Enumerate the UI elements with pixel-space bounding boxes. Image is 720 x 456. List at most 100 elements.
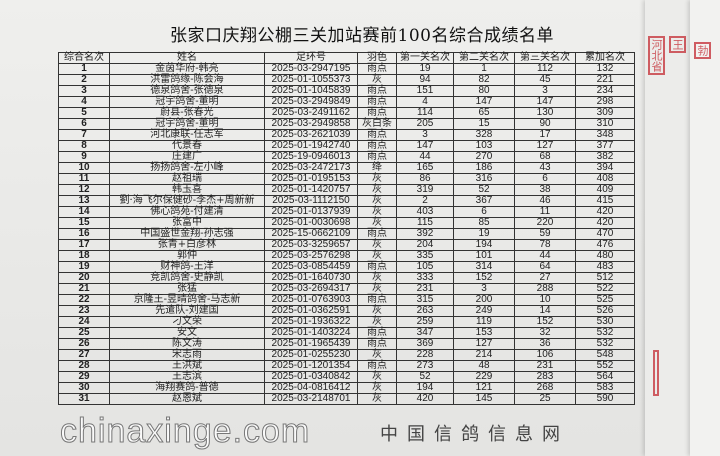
cell-rank: 28 — [58, 360, 110, 372]
cell-plumage: 灰 — [357, 382, 397, 394]
cell-stage2-rank: 85 — [453, 217, 515, 229]
cell-stage3-rank: 27 — [514, 272, 576, 284]
red-seal-stamp: 勃 — [694, 42, 711, 59]
cell-stage3-rank: 10 — [514, 294, 576, 306]
cell-total-rank: 532 — [575, 338, 635, 350]
cell-ring-number: 2025-01-1201354 — [264, 360, 358, 372]
cell-stage3-rank: 59 — [514, 228, 576, 240]
cell-rank: 20 — [58, 272, 110, 284]
cell-stage3-rank: 45 — [514, 74, 576, 86]
cell-plumage: 雨点 — [357, 129, 397, 141]
cell-stage3-rank: 147 — [514, 96, 576, 108]
cell-ring-number: 2025-01-1045839 — [264, 85, 358, 97]
cell-stage1-rank: 347 — [396, 327, 454, 339]
cell-stage1-rank: 231 — [396, 283, 454, 295]
header-ring-number: 足环号 — [264, 52, 358, 64]
cell-ring-number: 2025-01-0340842 — [264, 371, 358, 383]
cell-ring-number: 2025-01-0195153 — [264, 173, 358, 185]
cell-stage2-rank: 121 — [453, 382, 515, 394]
cell-stage3-rank: 6 — [514, 173, 576, 185]
cell-stage1-rank: 2 — [396, 195, 454, 207]
cell-stage3-rank: 25 — [514, 393, 576, 405]
table-row: 8 代景春 2025-01-1942740 雨点 147 103 127 377 — [58, 140, 635, 152]
cell-stage1-rank: 319 — [396, 184, 454, 196]
cell-stage1-rank: 420 — [396, 393, 454, 405]
cell-total-rank: 548 — [575, 349, 635, 361]
cell-total-rank: 476 — [575, 239, 635, 251]
cell-total-rank: 552 — [575, 360, 635, 372]
cell-name: 竞凯鸽舍-史静凯 — [109, 272, 265, 284]
table-row: 24 刁文荣 2025-01-1936322 灰 259 119 152 530 — [58, 316, 635, 328]
table-row: 11 赵祖瑞 2025-01-0195153 灰 86 316 6 408 — [58, 173, 635, 185]
cell-name: 金茵华府-韩亮 — [109, 63, 265, 75]
cell-stage2-rank: 119 — [453, 316, 515, 328]
cell-stage3-rank: 11 — [514, 206, 576, 218]
cell-rank: 24 — [58, 316, 110, 328]
cell-total-rank: 377 — [575, 140, 635, 152]
cell-name: 京隆王-昱晴鸽舍-马志新 — [109, 294, 265, 306]
cell-stage2-rank: 270 — [453, 151, 515, 163]
cell-total-rank: 483 — [575, 261, 635, 273]
red-seal-stamp — [653, 350, 659, 396]
cell-stage2-rank: 127 — [453, 338, 515, 350]
cell-name: 劉·海飞尔保健砂-李杰+周新新 — [109, 195, 265, 207]
cell-name: 张富中 — [109, 217, 265, 229]
cell-rank: 3 — [58, 85, 110, 97]
cell-total-rank: 480 — [575, 250, 635, 262]
cell-stage3-rank: 90 — [514, 118, 576, 130]
table-row: 16 中国盛世金翔-孙志强 2025-15-0662109 雨点 392 19 59 470 — [58, 228, 635, 240]
table-row: 18 郭仲 2025-03-2576298 灰 335 101 44 480 — [58, 250, 635, 262]
cell-rank: 31 — [58, 393, 110, 405]
cell-stage2-rank: 6 — [453, 206, 515, 218]
cell-total-rank: 409 — [575, 184, 635, 196]
cell-stage2-rank: 328 — [453, 129, 515, 141]
table-row: 9 庄建广 2025-19-0946013 雨点 44 270 68 382 — [58, 151, 635, 163]
cell-stage3-rank: 152 — [514, 316, 576, 328]
cell-name: 王志滨 — [109, 371, 265, 383]
red-seal-stamp: 王 — [669, 36, 686, 53]
adjacent-page: 勃 — [690, 0, 720, 456]
table-row: 14 佛心鸽苑-付建清 2025-01-0137939 灰 403 6 11 420 — [58, 206, 635, 218]
cell-ring-number: 2025-01-1640730 — [264, 272, 358, 284]
cell-rank: 16 — [58, 228, 110, 240]
cell-rank: 22 — [58, 294, 110, 306]
header-plumage: 羽色 — [357, 52, 397, 64]
cell-stage3-rank: 46 — [514, 195, 576, 207]
cell-rank: 19 — [58, 261, 110, 273]
cell-total-rank: 415 — [575, 195, 635, 207]
cell-rank: 29 — [58, 371, 110, 383]
cell-rank: 6 — [58, 118, 110, 130]
cell-stage1-rank: 52 — [396, 371, 454, 383]
cell-rank: 27 — [58, 349, 110, 361]
cell-rank: 8 — [58, 140, 110, 152]
cell-name: 张猛 — [109, 283, 265, 295]
cell-stage3-rank: 288 — [514, 283, 576, 295]
cell-stage1-rank: 147 — [396, 140, 454, 152]
cell-name: 张青+白彦林 — [109, 239, 265, 251]
table-header-row: 综合名次 姓名 足环号 羽色 第一关名次 第二关名次 第三关名次 累加名次 — [58, 52, 635, 64]
cell-stage2-rank: 145 — [453, 393, 515, 405]
cell-stage2-rank: 80 — [453, 85, 515, 97]
cell-stage1-rank: 315 — [396, 294, 454, 306]
cell-stage1-rank: 3 — [396, 129, 454, 141]
table-row: 17 张青+白彦林 2025-03-3259657 灰 204 194 78 476 — [58, 239, 635, 251]
cell-stage3-rank: 32 — [514, 327, 576, 339]
table-row: 10 扬扬鸽舍-左小峰 2025-03-2472173 绛 165 186 43 394 — [58, 162, 635, 174]
cell-name: 河北康联-任志军 — [109, 129, 265, 141]
cell-total-rank: 132 — [575, 63, 635, 75]
cell-rank: 4 — [58, 96, 110, 108]
table-row: 31 赵恩斌 2025-03-2148701 灰 420 145 25 590 — [58, 393, 635, 405]
cell-stage2-rank: 367 — [453, 195, 515, 207]
cell-stage2-rank: 316 — [453, 173, 515, 185]
cell-rank: 15 — [58, 217, 110, 229]
cell-name: 王洪斌 — [109, 360, 265, 372]
cell-stage2-rank: 82 — [453, 74, 515, 86]
cell-stage1-rank: 4 — [396, 96, 454, 108]
cell-name: 冠宇鸽舍-董明 — [109, 118, 265, 130]
cell-name: 宋志雨 — [109, 349, 265, 361]
cell-ring-number: 2025-15-0662109 — [264, 228, 358, 240]
adjacent-page: 河北省 王 — [645, 0, 690, 456]
cell-ring-number: 2025-03-2694317 — [264, 283, 358, 295]
cell-stage1-rank: 105 — [396, 261, 454, 273]
cell-stage3-rank: 68 — [514, 151, 576, 163]
